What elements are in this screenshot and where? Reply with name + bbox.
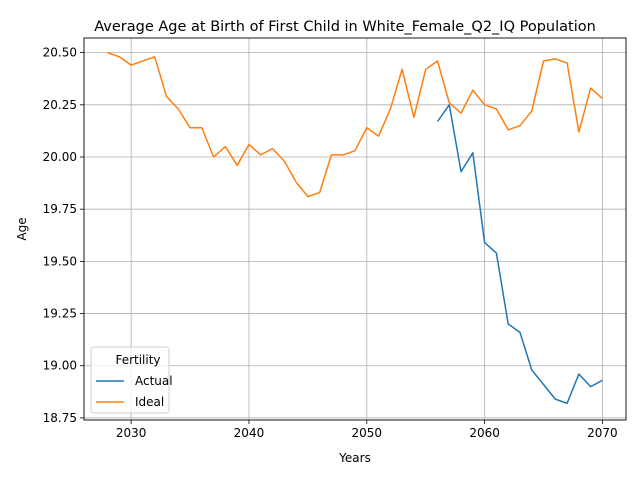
y-tick-label: 20.00	[43, 150, 77, 164]
x-tick-label: 2070	[587, 426, 618, 440]
series-lines	[107, 51, 603, 405]
x-tick-label: 2040	[234, 426, 265, 440]
y-axis-ticks: 18.75 19.00 19.25 19.50 19.75 20.00 20.25 20.50	[43, 46, 84, 425]
x-tick-label: 2060	[469, 426, 500, 440]
series-line-actual	[436, 104, 603, 405]
series-line-ideal	[107, 51, 603, 198]
legend-title: Fertility	[115, 353, 160, 367]
y-tick-label: 18.75	[43, 411, 77, 425]
legend-label-actual: Actual	[135, 374, 173, 388]
y-tick-label: 19.00	[43, 359, 77, 373]
plot-frame	[83, 37, 627, 421]
chart-title: Average Age at Birth of First Child in W…	[94, 19, 596, 35]
legend-label-ideal: Ideal	[135, 395, 164, 409]
y-tick-label: 19.75	[43, 202, 77, 216]
x-tick-label: 2030	[116, 426, 147, 440]
x-axis-label: Years	[338, 451, 371, 465]
legend: Fertility Actual Ideal	[90, 346, 173, 414]
x-tick-label: 2050	[352, 426, 383, 440]
legend-box	[90, 346, 170, 414]
y-tick-label: 20.25	[43, 98, 77, 112]
y-tick-label: 20.50	[43, 46, 77, 60]
y-axis-label: Age	[15, 217, 29, 240]
x-axis-ticks: 2030 2040 2050 2060 2070	[116, 420, 618, 440]
y-tick-label: 19.50	[43, 254, 77, 268]
y-tick-label: 19.25	[43, 307, 77, 321]
